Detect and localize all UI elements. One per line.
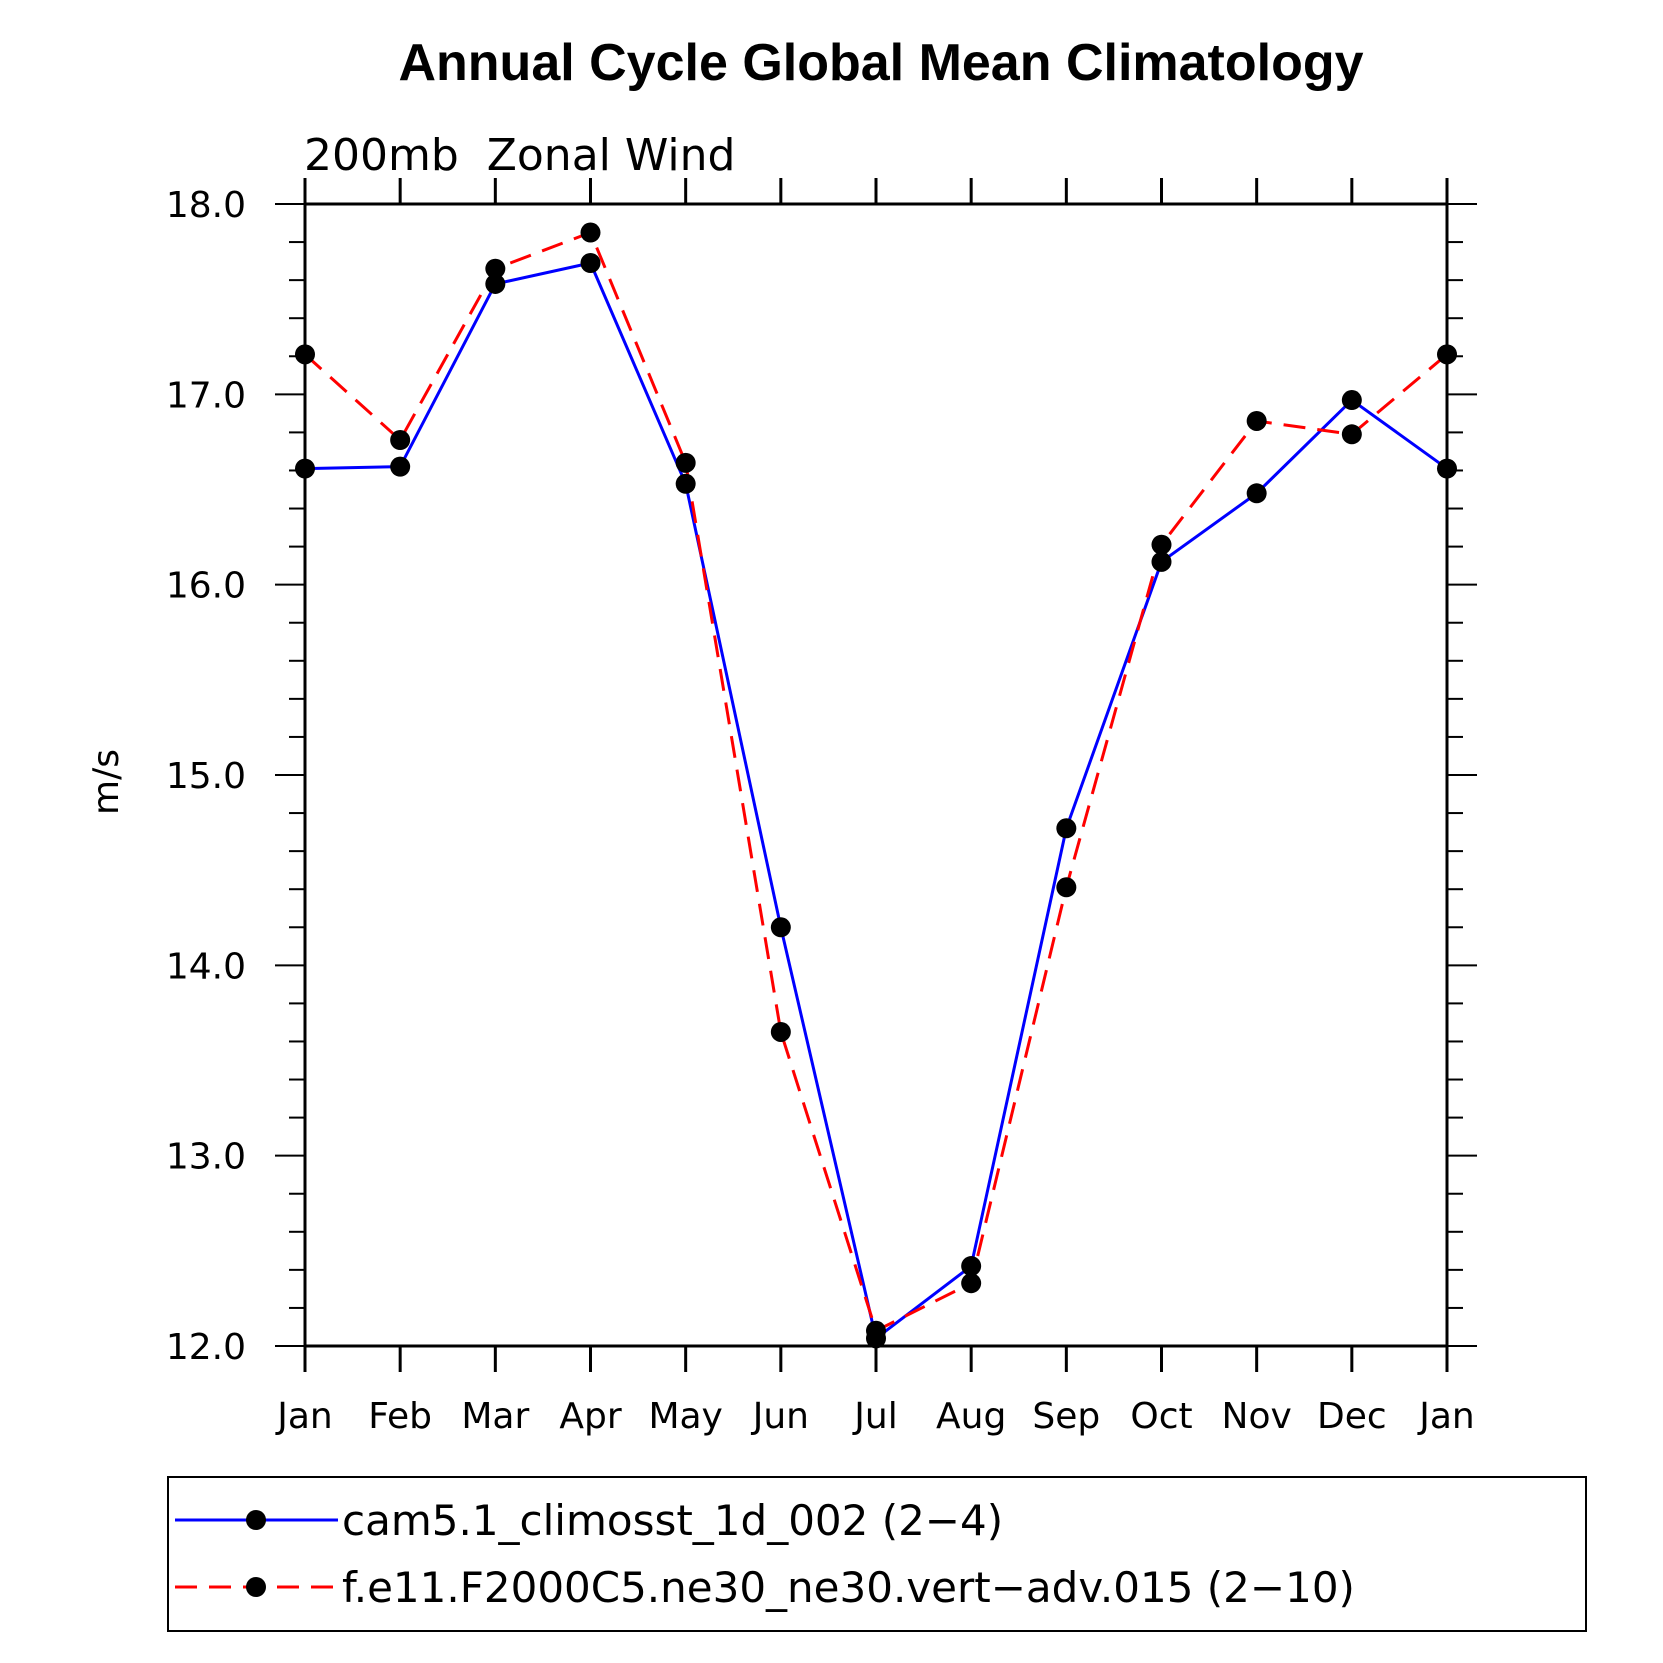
x-tick-label: Mar (461, 1396, 529, 1437)
series-1-point (770, 917, 791, 938)
axis-ticks: Jan Feb Mar Apr May Jun Jul Aug Sep Oct Nov Dec Jan 1… (166, 178, 1477, 1437)
series-layer (295, 222, 1457, 1349)
series-1-point (295, 458, 315, 479)
series-1-point (390, 456, 411, 477)
series-2-point (866, 1320, 886, 1341)
series-2-point (580, 222, 601, 243)
x-tick-label: Jun (751, 1396, 809, 1437)
chart-title: Annual Cycle Global Mean Climatology (398, 34, 1363, 92)
series-2-point (675, 452, 696, 473)
x-tick-label: Jan (275, 1396, 333, 1437)
x-tick-label: Jan (1417, 1396, 1475, 1437)
series-1-point (1056, 818, 1077, 839)
series-2-point (961, 1273, 982, 1294)
y-tick-label: 14.0 (166, 946, 246, 987)
series-1-point (485, 273, 506, 294)
plot-area (303, 202, 1449, 1348)
series-1-point (1151, 551, 1172, 572)
x-tick-label: Nov (1222, 1396, 1292, 1437)
series-2-point (1246, 410, 1267, 431)
legend: cam5.1_climosst_1d_002 (2−4) f.e11.F2000C… (167, 1476, 1587, 1632)
series-2-point (1056, 877, 1077, 898)
x-tick-label: May (648, 1396, 722, 1437)
legend-box (167, 1476, 1587, 1632)
x-tick-label: Sep (1032, 1396, 1100, 1437)
series-1-point (580, 253, 601, 274)
x-tick-label: Oct (1130, 1396, 1192, 1437)
y-tick-label: 12.0 (166, 1327, 246, 1368)
plot-frame (303, 202, 1449, 1348)
x-tick-label: Aug (936, 1396, 1006, 1437)
y-tick-label: 18.0 (166, 185, 246, 226)
series-1-point (675, 473, 696, 494)
y-tick-label: 15.0 (166, 756, 246, 797)
y-tick-label: 13.0 (166, 1137, 246, 1178)
series-1-point (1246, 483, 1267, 504)
series-2-point (485, 258, 506, 279)
series-2-point (390, 430, 411, 451)
series-line-1 (304, 261, 1448, 1341)
x-tick-label: Apr (559, 1396, 621, 1437)
series-2-point (770, 1021, 791, 1042)
x-tick-label: Feb (368, 1396, 432, 1437)
series-1-point (1437, 458, 1457, 479)
legend-marker-1 (246, 1510, 266, 1530)
x-tick-label: Jul (852, 1396, 897, 1437)
series-2-point (1341, 424, 1362, 445)
y-axis-label: m/s (86, 749, 127, 815)
y-tick-label: 16.0 (166, 566, 246, 607)
series-2-point (1437, 344, 1457, 365)
series-1-point (961, 1256, 982, 1277)
legend-label-2: f.e11.F2000C5.ne30_ne30.vert−adv.015 (2−… (342, 1563, 1355, 1612)
y-tick-label: 17.0 (166, 375, 246, 416)
legend-marker-2 (246, 1577, 266, 1597)
legend-label-1: cam5.1_climosst_1d_002 (2−4) (342, 1496, 1003, 1545)
chart-subtitle: 200mb Zonal Wind (304, 130, 735, 181)
series-line-2 (303, 230, 1448, 1333)
series-1-point (1341, 390, 1362, 411)
x-tick-label: Dec (1317, 1396, 1387, 1437)
series-2-point (295, 344, 315, 365)
series-2-point (1151, 534, 1172, 555)
